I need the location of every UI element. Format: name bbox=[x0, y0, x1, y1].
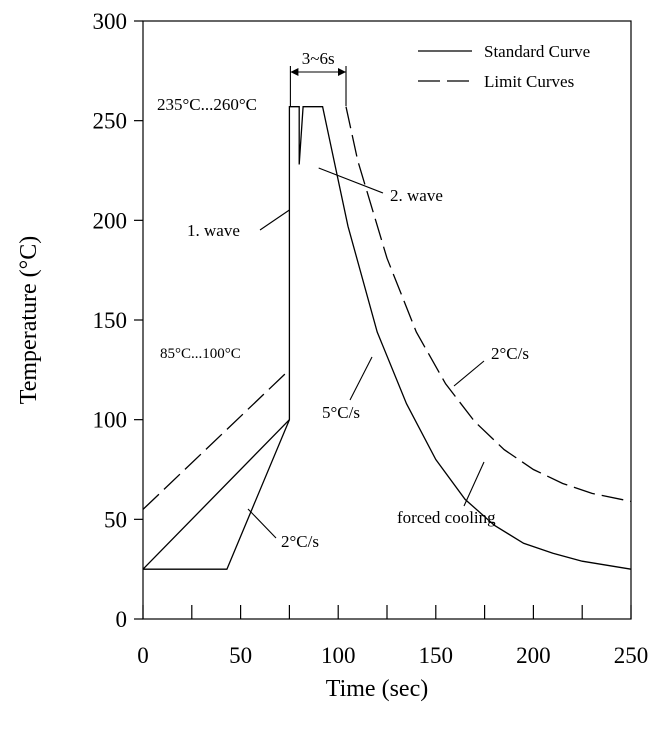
y-tick-label-50: 50 bbox=[104, 507, 127, 532]
y-tick-label-200: 200 bbox=[93, 208, 128, 233]
y-tick-label-150: 150 bbox=[93, 308, 128, 333]
x-tick-label-250: 250 bbox=[614, 643, 649, 668]
series-layer bbox=[142, 106, 632, 570]
x-axis-label: Time (sec) bbox=[326, 676, 428, 702]
annotation-duration: 3~6s bbox=[302, 49, 335, 68]
legend: Standard Curve Limit Curves bbox=[418, 42, 590, 91]
leader-rate-2-limit bbox=[453, 360, 485, 387]
x-tick-label-150: 150 bbox=[419, 643, 454, 668]
annotation-rate-2-ramp: 2°C/s bbox=[281, 532, 319, 551]
annotation-layer: 235°C...260°C 3~6s 1. wave 2. wave 85°C...10… bbox=[157, 49, 529, 551]
annotation-preheat-range: 85°C...100°C bbox=[160, 346, 241, 362]
y-tick-label-250: 250 bbox=[93, 109, 128, 134]
leader-forced-cooling bbox=[463, 461, 485, 507]
series-line-0 bbox=[143, 106, 632, 570]
axes: 0 50 100 150 200 250 300 0 50 100 150 200 250 Time (s… bbox=[16, 9, 648, 702]
x-tick-label-100: 100 bbox=[321, 643, 356, 668]
series-line-2 bbox=[345, 106, 632, 503]
leader-first-wave bbox=[259, 209, 290, 231]
y-tick-label-0: 0 bbox=[116, 607, 128, 632]
annotation-forced-cooling: forced cooling bbox=[397, 508, 496, 527]
y-tick-label-100: 100 bbox=[93, 408, 128, 433]
legend-label-1: Limit Curves bbox=[484, 72, 574, 91]
y-axis-label: Temperature (°C) bbox=[16, 236, 42, 405]
series-line-3 bbox=[142, 419, 290, 570]
y-tick-label-300: 300 bbox=[93, 9, 128, 34]
leader-rate-2-ramp bbox=[247, 508, 277, 539]
annotation-second-wave: 2. wave bbox=[390, 186, 443, 205]
x-tick-label-50: 50 bbox=[229, 643, 252, 668]
annotation-first-wave: 1. wave bbox=[187, 221, 240, 240]
legend-label-0: Standard Curve bbox=[484, 42, 590, 61]
x-tick-label-0: 0 bbox=[137, 643, 149, 668]
series-line-1 bbox=[142, 369, 290, 510]
dimension-arrow-left bbox=[290, 68, 299, 76]
annotation-rate-2-limit: 2°C/s bbox=[491, 344, 529, 363]
leader-second-wave bbox=[318, 167, 384, 194]
annotation-peak-range: 235°C...260°C bbox=[157, 95, 257, 114]
leader-rate-5 bbox=[349, 356, 373, 401]
annotation-rate-5: 5°C/s bbox=[322, 403, 360, 422]
dimension-arrow-right bbox=[338, 68, 347, 76]
x-tick-label-200: 200 bbox=[516, 643, 551, 668]
